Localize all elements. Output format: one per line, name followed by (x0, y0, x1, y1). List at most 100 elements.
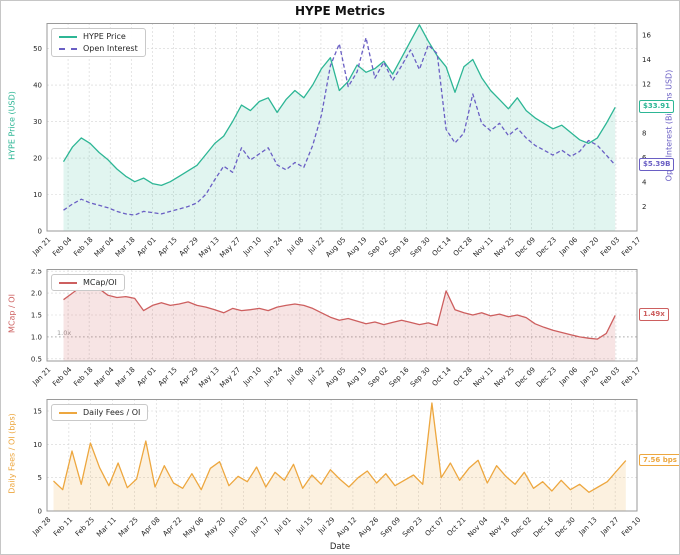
x-tick-label: Mar 04 (93, 365, 116, 388)
x-tick-label: Feb 03 (599, 236, 621, 258)
plot-border (46, 269, 638, 362)
x-tick-label: Sep 09 (379, 516, 402, 539)
y-tick-label: 15 (33, 408, 42, 416)
hype-price-value-annotation: $33.91 (639, 100, 675, 113)
mcap-oi-area (63, 284, 616, 361)
x-tick-label: May 06 (182, 515, 206, 539)
x-tick-label: Dec 30 (554, 516, 577, 539)
x-tick-label: Jul 08 (285, 236, 305, 256)
x-tick-label: Feb 18 (72, 366, 94, 388)
x-tick-label: Mar 04 (93, 235, 116, 258)
x-tick-label: Aug 05 (324, 236, 347, 259)
x-tick-label: Sep 02 (367, 236, 390, 259)
x-tick-label: Feb 25 (74, 516, 96, 538)
daily-fees-oi-ratio-left-axis-label: Daily Fees / OI (bps) (7, 413, 17, 494)
price-open-interest-subplot: Jan 21 Feb 04 Feb 18 Mar 04 Mar 18 Apr 01 Apr … (1, 23, 679, 269)
y-tick-label: 2.5 (31, 269, 42, 276)
legend-label: MCap/OI (83, 278, 117, 287)
y-tick-label: 30 (33, 118, 42, 126)
x-tick-label: Oct 28 (452, 236, 474, 258)
x-tick-label: May 13 (197, 236, 221, 260)
x-tick-label: Apr 15 (157, 366, 179, 388)
legend-swatch-mcap-oi (59, 281, 77, 284)
x-tick-label: Feb 11 (52, 516, 74, 538)
legend-label: Daily Fees / OI (83, 408, 141, 417)
right-y-tick-label: 16 (642, 32, 651, 40)
x-tick-label: Jan 21 (31, 236, 53, 258)
x-tick-label: Sep 23 (401, 516, 424, 539)
x-tick-label: Feb 03 (599, 366, 621, 388)
x-tick-label: Jun 17 (249, 516, 271, 538)
plot-border (46, 399, 638, 512)
x-tick-label: Dec 16 (532, 515, 555, 538)
x-tick-label: Jun 10 (241, 236, 263, 258)
x-tick-label: Jan 21 (31, 366, 53, 388)
x-tick-label: Sep 30 (409, 366, 432, 389)
plot-border (46, 23, 638, 232)
x-tick-label: Aug 26 (357, 515, 381, 539)
x-tick-label: Oct 14 (431, 365, 453, 387)
x-tick-label: May 20 (203, 516, 227, 540)
y-tick-label: 0.5 (31, 355, 42, 363)
y-tick-label: 10 (33, 441, 42, 449)
x-tick-label: Jul 01 (273, 516, 293, 536)
x-tick-label: Mar 25 (117, 516, 140, 539)
x-tick-label: Dec 09 (514, 236, 537, 259)
x-tick-label: Feb 10 (620, 516, 642, 538)
x-tick-label: May 27 (218, 236, 242, 260)
y-tick-label: 0 (38, 228, 42, 236)
x-tick-label: Jan 13 (577, 516, 599, 538)
x-tick-label: Jan 27 (599, 516, 621, 538)
x-tick-label: Jan 06 (557, 365, 579, 387)
x-tick-label: Nov 11 (472, 366, 495, 389)
x-tick-label: Apr 01 (136, 366, 158, 388)
x-tick-label: Jun 24 (262, 365, 284, 387)
hype-price-oi-right-axis-label: Open Interest (Billions USD) (664, 69, 674, 182)
x-tick-label: Jun 24 (262, 235, 284, 257)
x-tick-label: Nov 25 (493, 366, 516, 389)
x-tick-label: Apr 01 (136, 236, 158, 258)
x-tick-label: Jan 28 (31, 516, 53, 538)
x-tick-label: Feb 04 (51, 235, 74, 258)
x-axis-label: Date (329, 542, 351, 552)
x-tick-label: Dec 23 (535, 366, 558, 389)
y-tick-label: 10 (33, 191, 42, 199)
x-tick-label: Oct 28 (452, 366, 474, 388)
hype-price-line (62, 24, 616, 187)
x-tick-label: Aug 19 (345, 366, 368, 389)
x-tick-label: Sep 16 (388, 365, 411, 388)
daily-fees-oi-line (53, 402, 627, 493)
x-tick-label: Nov 04 (466, 515, 490, 539)
legend-label: Open Interest (83, 44, 138, 53)
chart-title: HYPE Metrics (294, 4, 385, 18)
hype-price-oi-left-axis-label: HYPE Price (USD) (7, 91, 17, 160)
y-tick-label: 5 (38, 474, 42, 482)
y-tick-label: 2.0 (31, 290, 42, 298)
reference-line-label: 1.0x (57, 329, 71, 337)
x-tick-label: Sep 16 (388, 235, 411, 258)
mcap-oi-line (63, 283, 616, 340)
x-tick-label: Aug 19 (345, 236, 368, 259)
legend: Daily Fees / OI (51, 404, 149, 421)
y-tick-label: 1.0 (31, 333, 42, 341)
legend: HYPE Price Open Interest (51, 28, 146, 57)
x-tick-label: Apr 08 (140, 516, 162, 538)
right-y-tick-label: 2 (642, 203, 646, 211)
x-tick-label: Nov 11 (472, 236, 495, 259)
x-tick-label: Feb 17 (620, 366, 642, 388)
legend-item-daily-fees-oi: Daily Fees / OI (59, 408, 140, 417)
right-y-tick-label: 8 (642, 130, 646, 138)
x-tick-label: Sep 02 (367, 366, 390, 389)
x-tick-label: Dec 02 (510, 516, 533, 539)
y-tick-label: 40 (33, 82, 42, 90)
legend-label: HYPE Price (83, 32, 126, 41)
x-tick-label: Feb 18 (72, 236, 94, 258)
x-tick-label: Dec 09 (514, 366, 537, 389)
legend-item-mcap-oi: MCap/OI (59, 278, 117, 287)
x-tick-label: Apr 22 (161, 516, 183, 538)
legend-swatch-hype-price (59, 35, 77, 38)
x-tick-label: May 13 (197, 366, 221, 390)
